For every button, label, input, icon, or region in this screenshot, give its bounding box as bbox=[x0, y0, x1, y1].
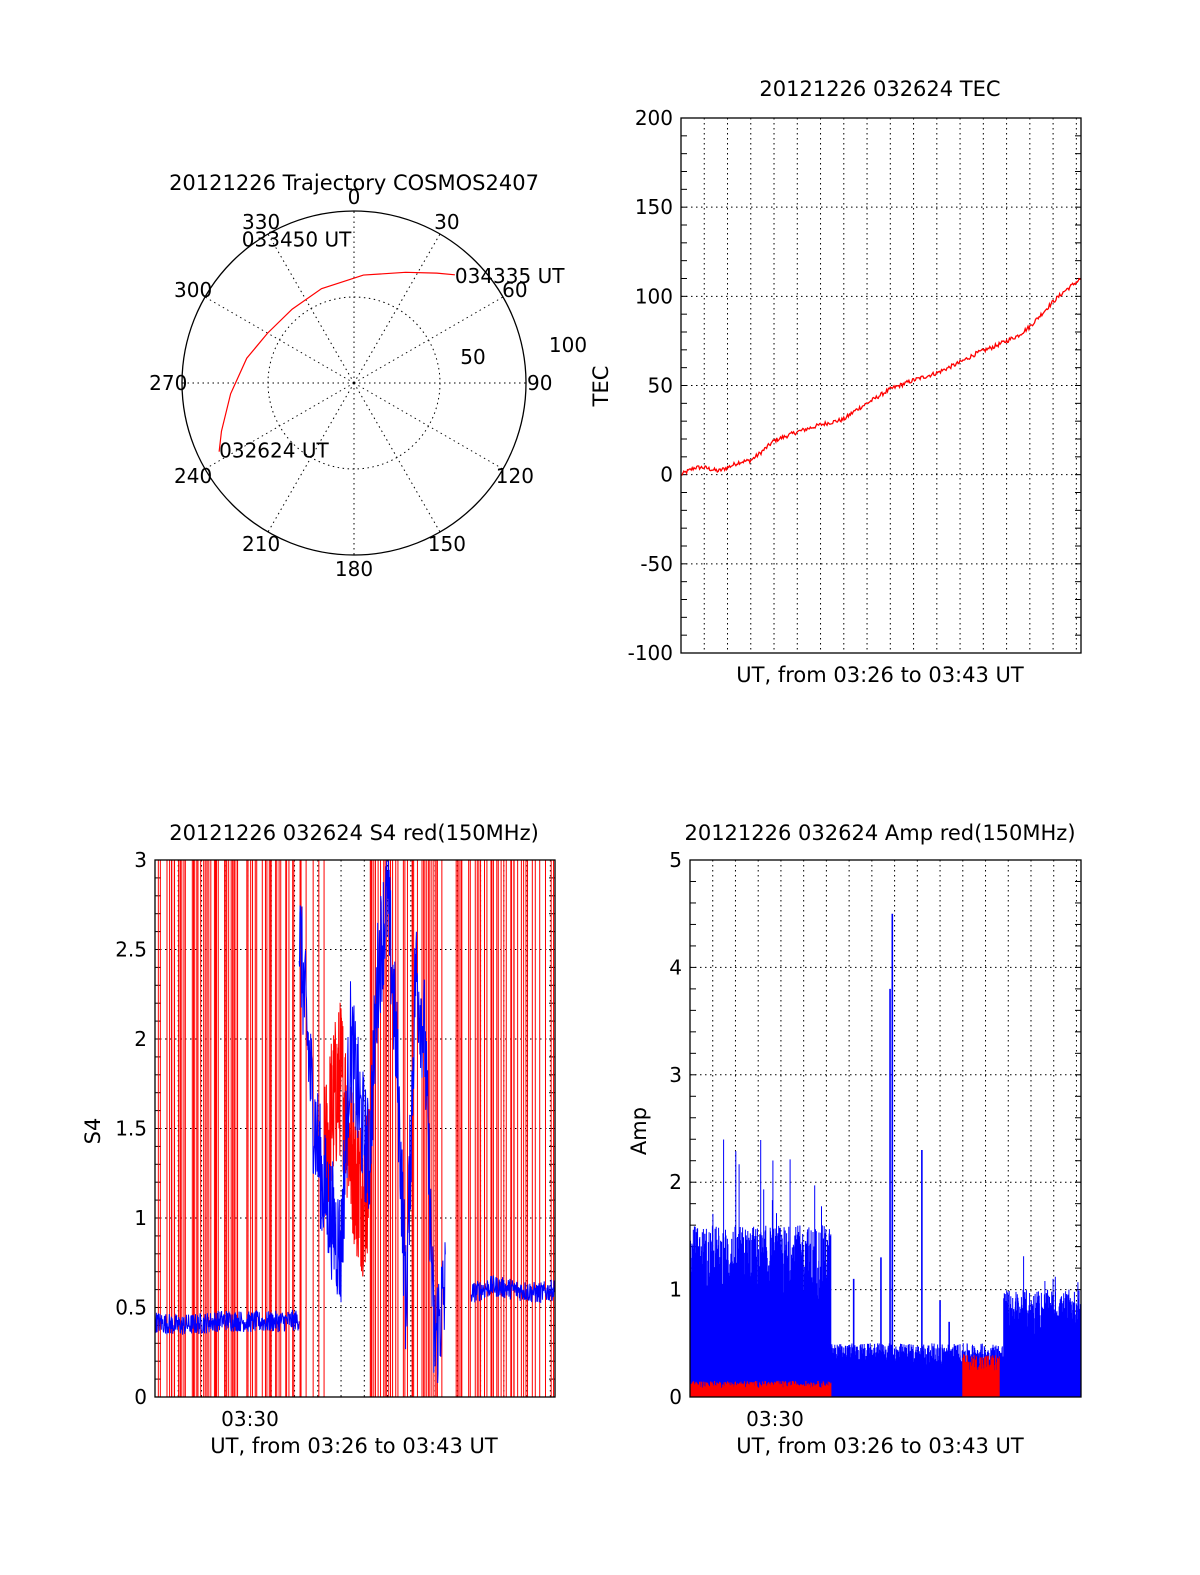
s4-x-axis-label: UT, from 03:26 to 03:43 UT bbox=[210, 1434, 498, 1458]
amp-red-series bbox=[689, 1354, 1000, 1397]
polar-radius-label: 50 bbox=[460, 345, 485, 369]
polar-azimuth-label: 210 bbox=[242, 532, 280, 556]
polar-azimuth-label: 150 bbox=[428, 532, 466, 556]
amp-plot-frame bbox=[689, 859, 1082, 1398]
amp-y-tick-label: 4 bbox=[669, 955, 682, 979]
polar-radius-label: 100 bbox=[549, 333, 587, 357]
polar-azimuth-label: 0 bbox=[348, 185, 361, 209]
amp-blue-band bbox=[689, 1139, 832, 1397]
polar-azimuth-label: 270 bbox=[149, 371, 187, 395]
s4-y-tick-label: 0.5 bbox=[115, 1296, 147, 1320]
s4-title: 20121226 032624 S4 red(150MHz) bbox=[169, 821, 539, 845]
polar-spoke bbox=[353, 382, 504, 470]
s4-red-trace bbox=[324, 1002, 370, 1277]
s4-plot-frame bbox=[154, 859, 556, 1398]
tec-y-tick-labels: 200 150 100 50 0 -50 -100 bbox=[628, 106, 673, 665]
polar-spoke bbox=[204, 296, 355, 384]
amp-blue-band bbox=[1003, 1256, 1082, 1397]
amp-chart: 20121226 032624 Amp red(150MHz) 5 4 3 2 1 0 0… bbox=[627, 821, 1082, 1458]
s4-y-tick-label: 1.5 bbox=[115, 1117, 147, 1141]
amp-y-tick-label: 0 bbox=[669, 1385, 682, 1409]
s4-y-tick-label: 0 bbox=[134, 1385, 147, 1409]
trajectory-title: 20121226 Trajectory COSMOS2407 bbox=[169, 171, 539, 195]
tec-series-line bbox=[680, 277, 1082, 477]
tec-y-tick-label: 100 bbox=[635, 284, 673, 308]
amp-y-tick-label: 5 bbox=[669, 848, 682, 872]
amp-blue-series bbox=[689, 913, 1082, 1397]
polar-azimuth-label: 120 bbox=[496, 464, 534, 488]
trajectory-line bbox=[218, 271, 455, 452]
polar-azimuth-label: 30 bbox=[434, 210, 459, 234]
polar-azimuth-label: 240 bbox=[174, 464, 212, 488]
s4-y-tick-label: 2 bbox=[134, 1027, 147, 1051]
polar-spoke bbox=[353, 296, 504, 384]
tec-chart: 20121226 032624 TEC 200150100500-50-100 … bbox=[589, 77, 1082, 687]
s4-blue-trace bbox=[298, 859, 446, 1384]
trajectory-annotation: 034335 UT bbox=[455, 264, 565, 288]
s4-blue-trace bbox=[470, 1275, 556, 1303]
polar-spoke bbox=[353, 382, 441, 533]
polar-spoke bbox=[204, 382, 355, 470]
amp-x-tick-0330: 03:30 bbox=[746, 1407, 804, 1431]
tec-y-tick-label: 50 bbox=[648, 374, 673, 398]
amp-red-band bbox=[962, 1354, 1000, 1397]
polar-spoke bbox=[267, 382, 355, 533]
tec-y-tick-label: -50 bbox=[640, 552, 673, 576]
s4-chart: 20121226 032624 S4 red(150MHz) 3 2.5 2 1.5 1… bbox=[81, 821, 556, 1458]
tec-y-tick-label: 200 bbox=[635, 106, 673, 130]
polar-azimuth-label: 300 bbox=[174, 278, 212, 302]
polar-azimuth-label: 60 bbox=[502, 278, 527, 302]
s4-red-series bbox=[157, 860, 556, 1397]
trajectory-chart: 20121226 Trajectory COSMOS2407 0 30 60 90 12… bbox=[149, 171, 587, 581]
trajectory-annotation: 033450 UT bbox=[242, 227, 352, 251]
polar-labels: 0 30 60 90 120 150 180 210 240 270 300 330 50 100 bbox=[149, 185, 587, 581]
tec-grid bbox=[681, 117, 1081, 653]
tec-y-axis-label: TEC bbox=[589, 366, 613, 408]
polar-spoke bbox=[267, 233, 355, 384]
s4-y-tick-label: 2.5 bbox=[115, 938, 147, 962]
polar-grid bbox=[182, 211, 526, 555]
trajectory-annotations: 034335 UT 033450 UT 032624 UT bbox=[219, 227, 565, 462]
trajectory-annotation: 032624 UT bbox=[219, 439, 329, 463]
polar-azimuth-label: 330 bbox=[242, 210, 280, 234]
tec-x-axis-label: UT, from 03:26 to 03:43 UT bbox=[736, 663, 1024, 687]
s4-y-tick-label: 1 bbox=[134, 1206, 147, 1230]
tec-plot-frame bbox=[680, 117, 1082, 654]
amp-title: 20121226 032624 Amp red(150MHz) bbox=[684, 821, 1075, 845]
tec-y-tick-label: 150 bbox=[635, 195, 673, 219]
polar-spoke bbox=[353, 233, 441, 384]
amp-y-tick-label: 1 bbox=[669, 1278, 682, 1302]
tec-y-tick-label: -100 bbox=[628, 641, 673, 665]
s4-y-tick-label: 3 bbox=[134, 848, 147, 872]
polar-outer-ring bbox=[181, 210, 527, 556]
amp-y-axis-label: Amp bbox=[627, 1107, 651, 1155]
polar-azimuth-label: 90 bbox=[527, 371, 552, 395]
s4-blue-series bbox=[154, 859, 556, 1384]
amp-x-axis-label: UT, from 03:26 to 03:43 UT bbox=[736, 1434, 1024, 1458]
s4-y-axis-label: S4 bbox=[81, 1118, 105, 1145]
tec-title: 20121226 032624 TEC bbox=[759, 77, 1000, 101]
tec-y-tick-label: 0 bbox=[660, 463, 673, 487]
s4-y-tick-labels: 3 2.5 2 1.5 1 0.5 0 bbox=[115, 848, 147, 1409]
amp-y-tick-label: 3 bbox=[669, 1063, 682, 1087]
amp-y-tick-label: 2 bbox=[669, 1170, 682, 1194]
s4-x-tick-0330: 03:30 bbox=[221, 1407, 279, 1431]
amp-y-tick-labels: 5 4 3 2 1 0 bbox=[669, 848, 682, 1409]
polar-azimuth-label: 180 bbox=[335, 557, 373, 581]
s4-blue-trace bbox=[154, 1309, 300, 1335]
